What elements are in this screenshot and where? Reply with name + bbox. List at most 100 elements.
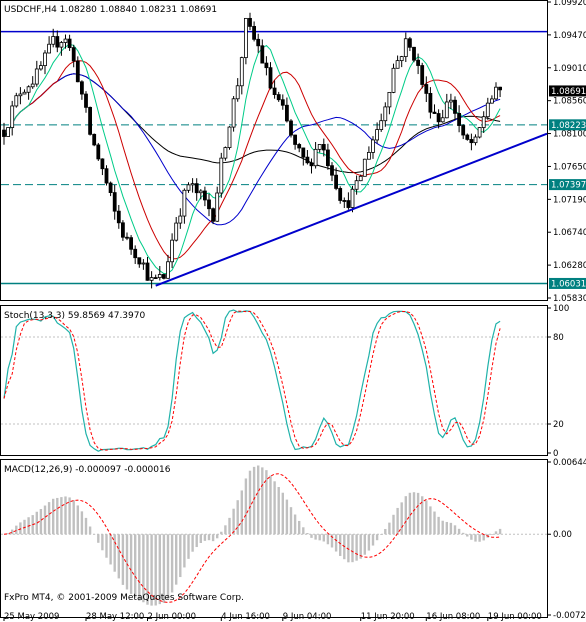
candle-body <box>227 126 232 148</box>
candle-body <box>436 113 441 123</box>
candle-body <box>375 129 380 141</box>
candle-body <box>88 106 92 135</box>
candle-body <box>399 56 404 62</box>
candle-body <box>153 277 158 279</box>
candle-body <box>334 174 339 189</box>
candle-body <box>412 46 416 61</box>
candle-body <box>444 101 449 119</box>
candle-body <box>383 106 388 122</box>
stoch-tick-label: 100 <box>553 304 569 314</box>
candle-body <box>51 36 56 45</box>
macd-title: MACD(12,26,9) -0.000097 -0.000016 <box>4 465 171 475</box>
candle-body <box>354 180 359 190</box>
candle-body <box>317 144 322 150</box>
candle-body <box>350 188 355 208</box>
candle-body <box>170 239 175 263</box>
candle-body <box>366 152 371 160</box>
candle-body <box>309 162 314 167</box>
candle-body <box>416 59 421 66</box>
candle-body <box>55 36 60 48</box>
candle-body <box>440 117 445 123</box>
candle-body <box>256 38 261 47</box>
price-label: 1.08223 <box>551 121 586 131</box>
candle-body <box>313 148 318 167</box>
x-tick-label: 2 Jun 00:00 <box>148 612 197 622</box>
x-tick-label: 19 Jun 00:00 <box>488 612 542 622</box>
stoch-tick-label: 80 <box>553 333 564 343</box>
candle-body <box>63 38 68 43</box>
candle-body <box>182 189 187 217</box>
candle-body <box>358 175 363 182</box>
candle-body <box>407 38 412 48</box>
ma-line-mid <box>3 60 501 260</box>
candle-body <box>6 127 10 137</box>
candle-body <box>395 60 400 69</box>
x-tick-label: 28 May 12:00 <box>86 612 144 622</box>
candle-body <box>202 190 207 201</box>
x-tick-label: 16 Jun 08:00 <box>426 612 480 622</box>
candle-body <box>330 165 334 176</box>
candle-body <box>284 104 289 122</box>
candle-body <box>293 134 298 145</box>
candle-body <box>2 129 6 137</box>
candle-body <box>223 147 228 159</box>
candle-body <box>161 274 166 279</box>
macd-tick-label: 0.00 <box>553 530 572 540</box>
candle-body <box>18 93 23 97</box>
x-tick-label: 4 Jun 16:00 <box>221 612 270 622</box>
candle-body <box>264 62 269 69</box>
candle-body <box>362 158 367 177</box>
stoch-tick-label: 20 <box>553 420 564 430</box>
candle-body <box>457 112 462 126</box>
candle-body <box>489 98 494 104</box>
price-tick-label: 1.08100 <box>553 130 586 140</box>
price-layer <box>1 12 548 289</box>
ma-line-slow <box>3 73 501 226</box>
candle-body <box>22 91 27 95</box>
price-label-bg <box>549 179 586 191</box>
price-label-bg <box>549 85 586 97</box>
candle-body <box>198 190 203 194</box>
macd-layer <box>1 465 547 606</box>
candle-body <box>403 38 408 58</box>
stoch-panel-frame <box>0 305 548 456</box>
candle-body <box>239 57 244 87</box>
candle-body <box>174 222 179 241</box>
candle-body <box>84 93 88 108</box>
candle-body <box>305 156 310 164</box>
candle-body <box>235 85 240 100</box>
candle-body <box>10 105 15 128</box>
candle-body <box>272 87 277 95</box>
candle-body <box>43 52 47 67</box>
candle-body <box>14 95 19 107</box>
candle-body <box>30 83 35 88</box>
price-label: 1.06031 <box>551 279 586 289</box>
x-tick-label: 11 Jun 20:00 <box>361 612 415 622</box>
x-tick-label: 9 Jun 04:00 <box>283 612 332 622</box>
candle-body <box>268 67 273 89</box>
price-tick-label: 1.07190 <box>553 195 586 205</box>
macd-tick-label: 0.00644 <box>553 458 586 468</box>
candle-body <box>243 17 248 59</box>
price-label: 1.07397 <box>551 181 586 191</box>
candle-body <box>461 125 466 136</box>
candle-body <box>338 188 343 201</box>
price-tick-label: 1.08560 <box>553 97 586 107</box>
candle-body <box>289 120 293 136</box>
candle-body <box>186 184 191 191</box>
candle-body <box>71 47 76 62</box>
price-tick-label: 1.06740 <box>553 228 586 238</box>
price-label-bg <box>549 119 586 131</box>
candle-body <box>280 99 285 106</box>
macd-signal-line <box>3 473 501 604</box>
price-tick-label: 1.09470 <box>553 31 586 41</box>
candle-body <box>453 99 457 114</box>
candle-body <box>301 147 306 158</box>
price-tick-label: 1.07650 <box>553 162 586 172</box>
candle-body <box>178 215 183 224</box>
stoch-signal-line <box>3 310 501 451</box>
candle-body <box>297 144 302 149</box>
candle-body <box>424 84 429 94</box>
candle-body <box>39 65 43 70</box>
